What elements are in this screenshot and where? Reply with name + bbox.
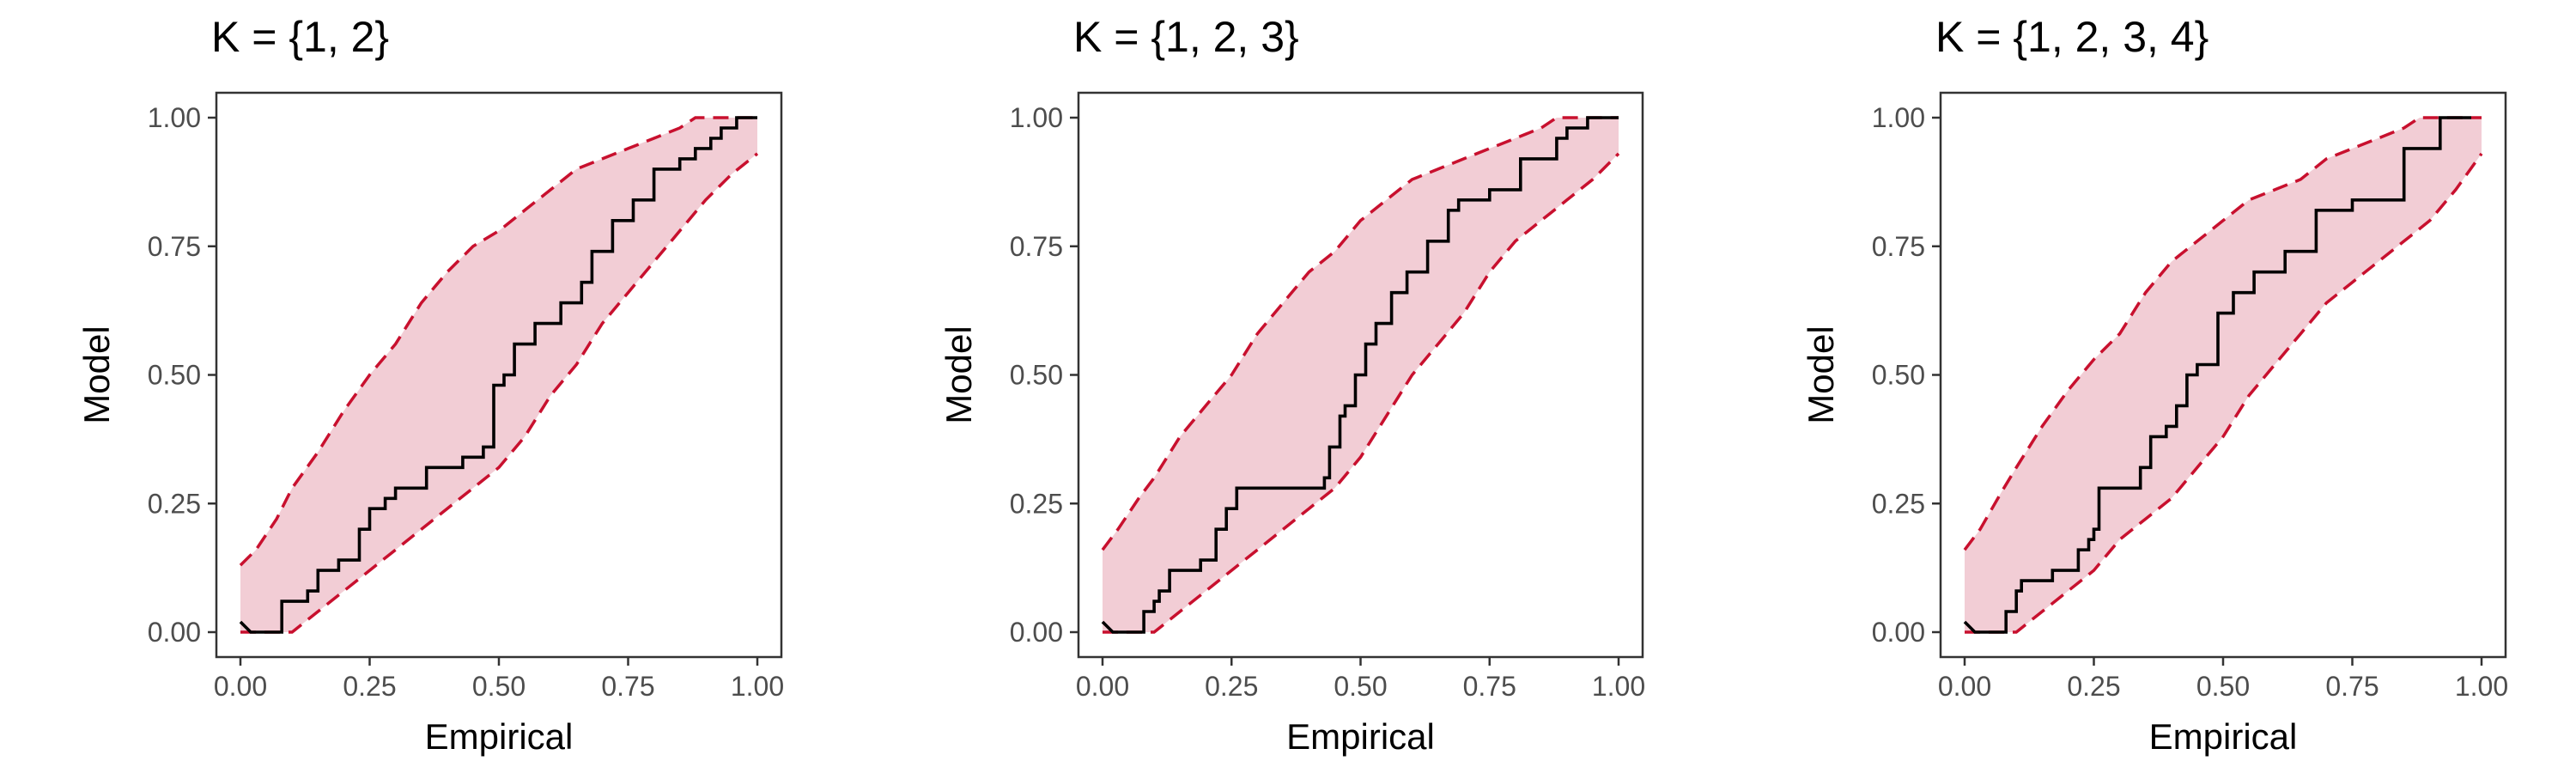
panel-title: K = {1, 2, 3, 4}: [1935, 13, 2208, 61]
y-axis-title: Model: [939, 326, 979, 423]
x-tick-label: 0.50: [472, 671, 526, 702]
upper-bound-line: [1101, 116, 1619, 551]
x-tick-label: 0.50: [2196, 671, 2250, 702]
y-tick-label: 0.50: [1872, 360, 1925, 391]
x-axis-title: Empirical: [425, 716, 574, 757]
x-tick-label: 0.00: [1938, 671, 1991, 702]
y-axis-title: Model: [1801, 326, 1841, 423]
x-tick-label: 0.25: [2067, 671, 2120, 702]
panel-2: 0.00 0.25 0.50 0.75 1.00 0.00 0.25 0.50 0.75 1.00…: [939, 13, 1645, 757]
confidence-band: [240, 118, 757, 632]
ecdf-step-line: [1101, 116, 1619, 634]
x-tick-label: 0.50: [1334, 671, 1387, 702]
y-tick-label: 0.00: [1872, 617, 1925, 648]
upper-bound-line: [1963, 116, 2482, 551]
x-tick-label: 1.00: [731, 671, 784, 702]
panel-1: 0.00 0.25 0.50 0.75 1.00 0.00 0.25 0.50 0.75 1.00…: [76, 13, 784, 757]
x-tick-label: 0.25: [343, 671, 396, 702]
x-tick-label: 0.75: [1463, 671, 1516, 702]
x-tick-label: 0.75: [601, 671, 654, 702]
y-tick-label: 1.00: [1872, 102, 1925, 133]
y-tick-label: 0.25: [1010, 488, 1063, 519]
confidence-band: [1965, 118, 2482, 632]
lower-bound-line: [240, 152, 759, 634]
y-tick-label: 0.50: [148, 360, 201, 391]
y-tick-label: 0.75: [148, 231, 201, 262]
y-tick-label: 0.00: [1010, 617, 1063, 648]
x-axis-title: Empirical: [2149, 716, 2298, 757]
ecdf-step-line: [1963, 116, 2471, 634]
panel-title: K = {1, 2}: [211, 13, 389, 61]
x-tick-label: 0.00: [214, 671, 267, 702]
panel-title: K = {1, 2, 3}: [1073, 13, 1299, 61]
x-tick-label: 0.00: [1076, 671, 1129, 702]
x-tick-label: 0.75: [2325, 671, 2379, 702]
y-tick-label: 0.25: [1872, 488, 1925, 519]
y-tick-label: 0.75: [1872, 231, 1925, 262]
y-tick-label: 0.00: [148, 617, 201, 648]
y-axis-title: Model: [76, 326, 117, 423]
x-tick-label: 1.00: [1592, 671, 1645, 702]
lower-bound-line: [1965, 152, 2483, 634]
x-axis-title: Empirical: [1286, 716, 1435, 757]
y-tick-label: 0.25: [148, 488, 201, 519]
y-tick-label: 1.00: [1010, 102, 1063, 133]
y-tick-label: 0.50: [1010, 360, 1063, 391]
lower-bound-line: [1103, 152, 1620, 634]
x-tick-label: 0.25: [1205, 671, 1258, 702]
panel-3: 0.00 0.25 0.50 0.75 1.00 0.00 0.25 0.50 0.75 1.00…: [1801, 13, 2508, 757]
upper-bound-line: [239, 116, 757, 567]
x-tick-label: 1.00: [2455, 671, 2508, 702]
ecdf-step-line: [239, 116, 757, 634]
y-tick-label: 1.00: [148, 102, 201, 133]
y-tick-label: 0.75: [1010, 231, 1063, 262]
